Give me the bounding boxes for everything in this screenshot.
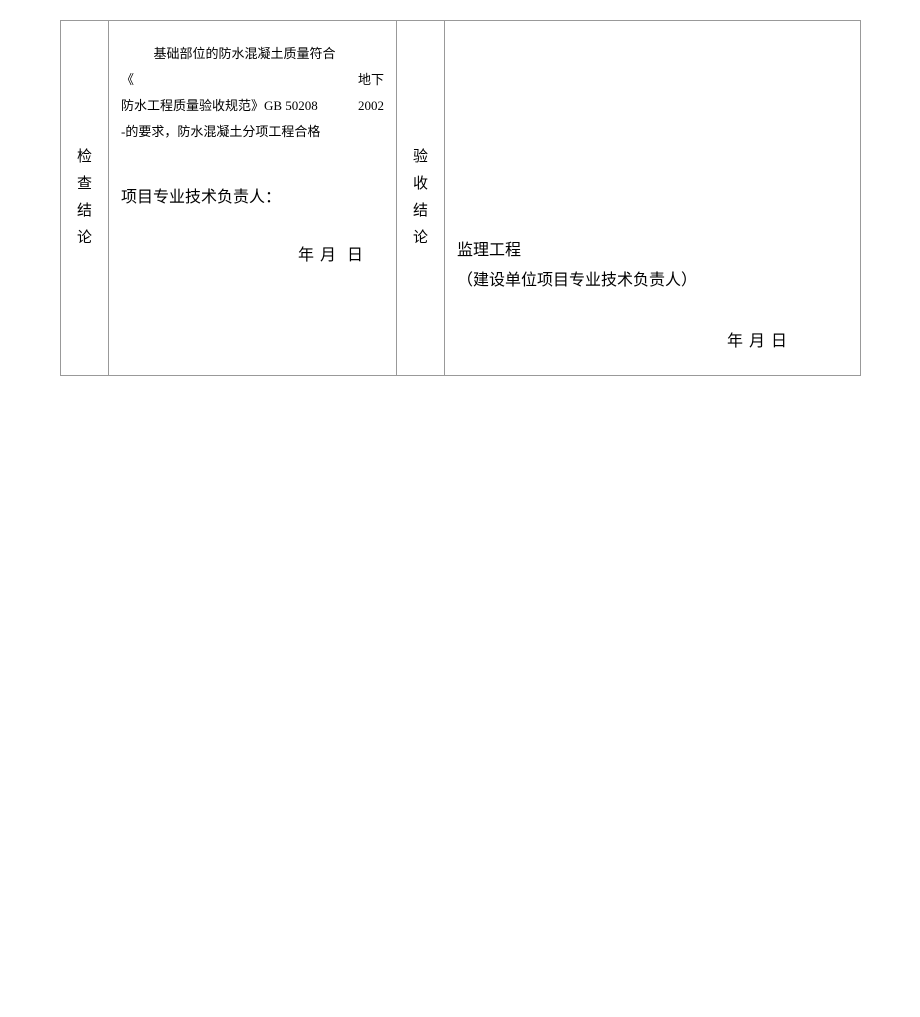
spec-text-left: 防水工程质量验收规范》GB 50208 xyxy=(121,93,318,119)
table-row: 检 查 结 论 基础部位的防水混凝土质量符合 《 地下 防水工程质量验收规范》G… xyxy=(61,21,861,376)
spec-line: 防水工程质量验收规范》GB 50208 2002 xyxy=(121,93,384,119)
acceptance-content-cell: 监理工程 （建设单位项目专业技术负责人） 年 月 日 xyxy=(445,21,861,376)
supervisor-line2: （建设单位项目专业技术负责人） xyxy=(457,266,848,296)
acceptance-label-cell: 验 收 结 论 xyxy=(397,21,445,376)
spec-bracket-open: 《 xyxy=(121,67,134,93)
label-char: 论 xyxy=(61,225,108,252)
spec-text-right: 地下 xyxy=(358,67,384,93)
inspection-content-cell: 基础部位的防水混凝土质量符合 《 地下 防水工程质量验收规范》GB 50208 … xyxy=(109,21,397,376)
conclusion-table: 检 查 结 论 基础部位的防水混凝土质量符合 《 地下 防水工程质量验收规范》G… xyxy=(60,20,861,376)
label-char: 结 xyxy=(397,198,444,225)
tech-leader-signature-label: 项目专业技术负责人： xyxy=(121,185,384,211)
spec-line: 基础部位的防水混凝土质量符合 xyxy=(121,41,384,67)
spec-text-right: 2002 xyxy=(358,93,384,119)
label-char: 检 xyxy=(61,144,108,171)
date-field-left: 年 月 日 xyxy=(121,241,364,265)
supervisor-signature-block: 监理工程 （建设单位项目专业技术负责人） xyxy=(457,236,848,297)
form-table-container: 检 查 结 论 基础部位的防水混凝土质量符合 《 地下 防水工程质量验收规范》G… xyxy=(60,20,860,376)
spec-line: 《 地下 xyxy=(121,67,384,93)
spec-line: -的要求，防水混凝土分项工程合格 xyxy=(121,119,384,145)
supervisor-line1: 监理工程 xyxy=(457,236,848,266)
label-char: 结 xyxy=(61,198,108,225)
label-char: 论 xyxy=(397,225,444,252)
label-char: 查 xyxy=(61,171,108,198)
date-field-right: 年 月 日 xyxy=(457,327,788,351)
label-char: 收 xyxy=(397,171,444,198)
spec-text-block: 基础部位的防水混凝土质量符合 《 地下 防水工程质量验收规范》GB 50208 … xyxy=(121,41,384,145)
inspection-label-cell: 检 查 结 论 xyxy=(61,21,109,376)
label-char: 验 xyxy=(397,144,444,171)
